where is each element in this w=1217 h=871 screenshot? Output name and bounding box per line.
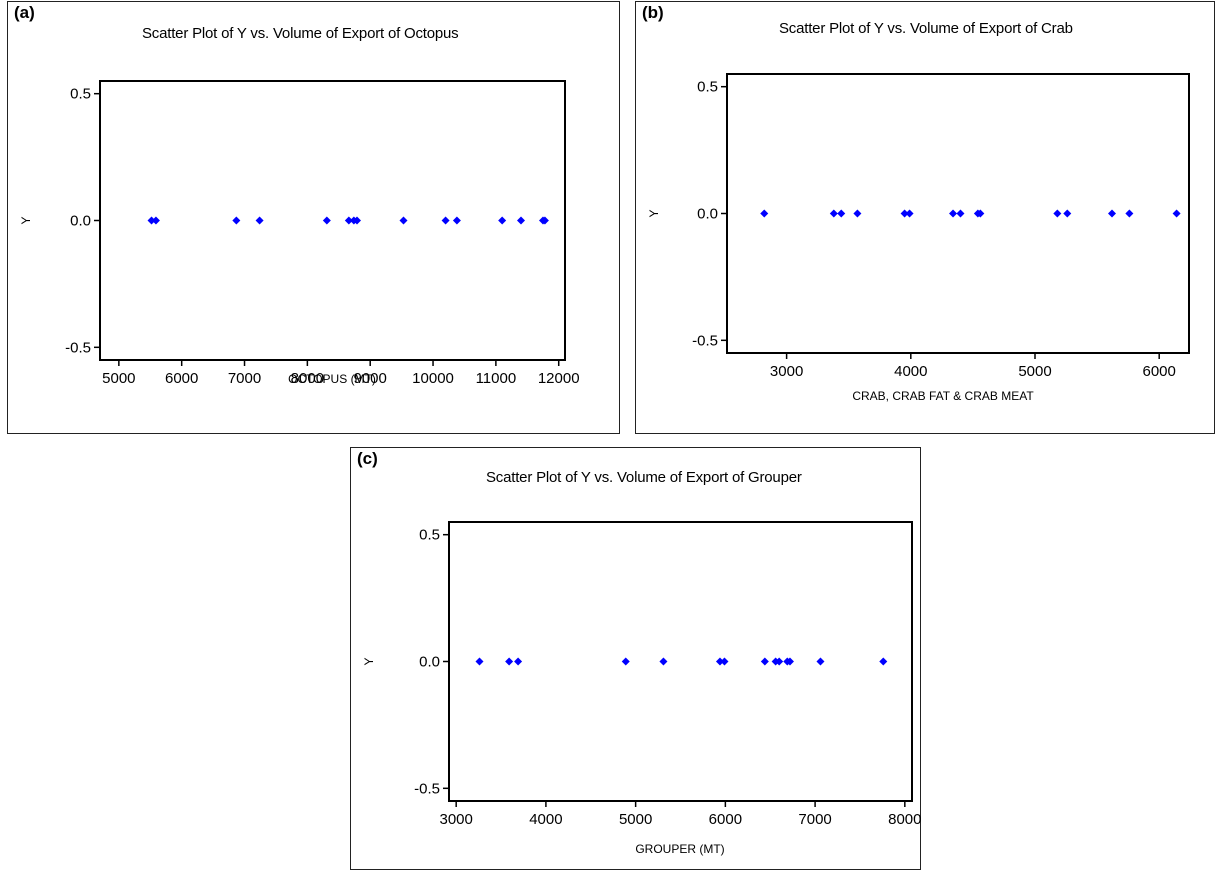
y-tick-label: 0.5 bbox=[697, 79, 718, 96]
scatter-plot-octopus: 5000 6000 7000 8000 9000 10000 11000 12000 0.5 0.… bbox=[19, 80, 580, 387]
data-point bbox=[1108, 209, 1116, 218]
x-tick-label: 3000 bbox=[439, 811, 472, 828]
scatter-panel-grouper: (c) Scatter Plot of Y vs. Volume of Expo… bbox=[350, 447, 922, 870]
data-point bbox=[816, 657, 825, 666]
x-tick-label: 5000 bbox=[102, 370, 135, 387]
x-tick-label: 6000 bbox=[1143, 363, 1176, 380]
x-tick-label: 5000 bbox=[1018, 363, 1051, 380]
data-point bbox=[879, 657, 888, 666]
data-point bbox=[498, 216, 507, 225]
data-point bbox=[853, 209, 862, 218]
scatter-panel-crab: (b) Scatter Plot of Y vs. Volume of Expo… bbox=[635, 1, 1215, 434]
data-point bbox=[505, 657, 514, 666]
x-tick-label: 9000 bbox=[354, 370, 387, 387]
x-tick-label: 12000 bbox=[538, 370, 580, 387]
x-tick-label: 8000 bbox=[291, 370, 324, 387]
x-tick-label: 11000 bbox=[476, 370, 517, 387]
data-point bbox=[949, 209, 958, 218]
data-point bbox=[905, 209, 914, 218]
data-point bbox=[1053, 209, 1062, 218]
data-point bbox=[344, 216, 353, 225]
y-tick-label: 0.0 bbox=[70, 213, 91, 230]
data-point bbox=[255, 216, 264, 225]
data-point bbox=[659, 657, 668, 666]
x-tick-label: 7000 bbox=[798, 811, 831, 828]
data-point bbox=[151, 216, 160, 225]
data-point bbox=[147, 216, 156, 225]
panel-label: (c) bbox=[357, 449, 378, 468]
x-tick-label: 8000 bbox=[888, 811, 921, 828]
y-tick-label: 0.0 bbox=[419, 654, 440, 671]
data-point bbox=[232, 216, 241, 225]
data-point bbox=[715, 657, 724, 666]
data-point bbox=[322, 216, 331, 225]
x-tick-label: 4000 bbox=[529, 811, 562, 828]
data-point bbox=[976, 209, 985, 218]
data-point bbox=[1172, 209, 1181, 218]
x-tick-label: 7000 bbox=[228, 370, 261, 387]
chart-title: Scatter Plot of Y vs. Volume of Export o… bbox=[486, 469, 802, 486]
chart-title: Scatter Plot of Y vs. Volume of Export o… bbox=[142, 25, 459, 42]
chart-title: Scatter Plot of Y vs. Volume of Export o… bbox=[779, 20, 1073, 37]
data-point bbox=[540, 216, 549, 225]
scatter-plot-crab: 3000 4000 5000 6000 0.5 0.0 -0.5 Y CRAB, CRAB FA… bbox=[647, 73, 1190, 403]
y-tick-label: -0.5 bbox=[65, 339, 91, 356]
x-tick-label: 3000 bbox=[770, 363, 803, 380]
data-point bbox=[785, 657, 794, 666]
scatter-panel-octopus: (a) Scatter Plot of Y vs. Volume of Expo… bbox=[7, 1, 620, 434]
data-point bbox=[760, 657, 769, 666]
data-point bbox=[441, 216, 450, 225]
y-tick-label: 0.5 bbox=[419, 527, 440, 544]
y-tick-label: 0.5 bbox=[70, 86, 91, 103]
data-point bbox=[760, 209, 769, 218]
y-axis-title: Y bbox=[647, 209, 661, 217]
data-point bbox=[775, 657, 784, 666]
data-point bbox=[517, 216, 526, 225]
scatter-plot-grouper: 3000 4000 5000 6000 7000 8000 0.5 0.0 -0.5 Y GROUP… bbox=[362, 521, 922, 856]
data-point bbox=[829, 209, 838, 218]
x-axis-title: OCTOPUS (MT) bbox=[288, 372, 376, 386]
panel-label: (a) bbox=[14, 3, 35, 22]
data-point bbox=[621, 657, 630, 666]
data-point bbox=[1125, 209, 1134, 218]
data-point bbox=[720, 657, 729, 666]
data-point bbox=[399, 216, 408, 225]
plot-frame bbox=[99, 80, 566, 361]
data-point bbox=[475, 657, 484, 666]
y-tick-label: -0.5 bbox=[692, 332, 718, 349]
x-tick-label: 4000 bbox=[894, 363, 927, 380]
y-tick-label: -0.5 bbox=[414, 780, 440, 797]
x-tick-label: 6000 bbox=[709, 811, 742, 828]
x-tick-label: 10000 bbox=[412, 370, 454, 387]
y-axis-title: Y bbox=[362, 657, 376, 665]
x-axis-title: CRAB, CRAB FAT & CRAB MEAT bbox=[852, 389, 1034, 403]
data-point bbox=[956, 209, 965, 218]
x-tick-label: 5000 bbox=[619, 811, 652, 828]
x-tick-label: 6000 bbox=[165, 370, 198, 387]
data-point bbox=[837, 209, 846, 218]
y-axis-title: Y bbox=[19, 216, 33, 224]
data-point bbox=[1063, 209, 1072, 218]
data-point bbox=[353, 216, 362, 225]
panel-label: (b) bbox=[642, 3, 664, 22]
x-axis-title: GROUPER (MT) bbox=[635, 842, 724, 856]
data-point bbox=[900, 209, 909, 218]
data-point bbox=[514, 657, 523, 666]
data-point bbox=[452, 216, 461, 225]
y-tick-label: 0.0 bbox=[697, 206, 718, 223]
